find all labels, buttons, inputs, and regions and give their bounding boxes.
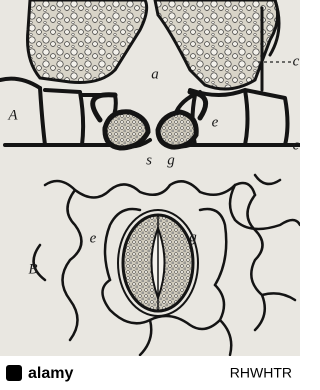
- figure-a: [0, 0, 300, 151]
- wall: [32, 173, 300, 357]
- figure-b: [32, 173, 300, 357]
- label: a: [151, 66, 159, 82]
- page: {"figure": {"labels": ["a", "c", "A", "e…: [0, 0, 300, 390]
- watermark-bar: [0, 356, 300, 390]
- screenshot: a c A e c s g B e g alamy RHWHTR: [0, 0, 300, 390]
- wall: [260, 0, 281, 92]
- label: B: [28, 261, 37, 277]
- brand-logo: [6, 365, 22, 381]
- image-id: RHWHTR: [230, 365, 292, 381]
- wall: [246, 193, 267, 332]
- label: A: [7, 107, 18, 123]
- label: e: [90, 230, 97, 246]
- brand: alamy: [28, 365, 73, 382]
- label: c: [293, 137, 300, 153]
- guard-cell: [102, 109, 151, 151]
- label: g: [167, 152, 175, 168]
- guard-cell: [155, 109, 199, 150]
- wall: [43, 179, 257, 199]
- label: c: [293, 53, 300, 69]
- label: g: [189, 229, 197, 245]
- cell: [26, 0, 149, 84]
- wall: [90, 89, 209, 123]
- wall: [101, 278, 226, 331]
- wall: [38, 86, 290, 147]
- wall: [61, 188, 83, 342]
- wall: [103, 207, 228, 287]
- label: s: [146, 152, 152, 168]
- label: e: [212, 114, 219, 130]
